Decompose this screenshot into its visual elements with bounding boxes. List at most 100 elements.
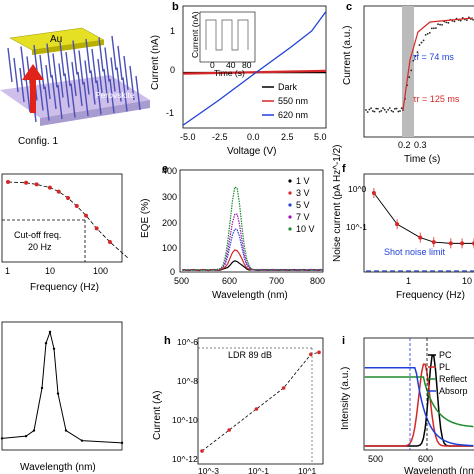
panel-e: e 400 300 200 100 0 EQE (%) 500 600 700 … xyxy=(140,163,325,301)
h-point xyxy=(317,350,321,355)
inset-frame-b xyxy=(199,11,256,63)
d-point xyxy=(24,180,29,185)
c-point-base xyxy=(387,108,389,111)
nanowire xyxy=(117,45,123,81)
xtick-h-0: 10^-3 xyxy=(198,466,219,474)
c-point-base xyxy=(400,107,403,110)
c-point-base xyxy=(370,107,372,110)
nanowire xyxy=(123,55,129,91)
xtick-e-1: 600 xyxy=(222,276,237,286)
c-point-rise xyxy=(435,27,437,29)
nanowire xyxy=(90,70,96,105)
nanowire xyxy=(25,77,31,113)
c-point-rise xyxy=(430,27,433,30)
ylabel-b: Current (nA) xyxy=(150,35,161,90)
c-point-rise xyxy=(428,31,431,34)
xtick-f-0: 1 xyxy=(406,276,411,286)
panel-label-i: i xyxy=(342,335,345,347)
ytick-h-2: 10^-10 xyxy=(172,415,198,425)
xlabel-g: Wavelength (nm) xyxy=(20,462,96,473)
xtick-f-1: 10 xyxy=(462,276,472,286)
f-point xyxy=(395,222,400,227)
panel-label-h: h xyxy=(164,335,171,347)
xtick-h-1: 10^-1 xyxy=(248,466,269,474)
ytick-f-0: 10^0 xyxy=(348,184,366,194)
h-point xyxy=(200,449,204,453)
ylabel-c: Current (a.u.) xyxy=(342,26,353,85)
xlabel-e: Wavelength (nm) xyxy=(212,290,288,301)
e-series-1 xyxy=(182,249,324,272)
tau-fall-label: τf = 74 ms xyxy=(413,52,454,62)
c-point-base xyxy=(394,107,396,110)
nanowire xyxy=(83,81,89,117)
nanowire xyxy=(97,58,103,94)
h-fit-line xyxy=(201,351,320,452)
c-point-rise xyxy=(408,76,411,79)
c-point-rise xyxy=(424,34,427,36)
c-point-base xyxy=(397,110,400,113)
d-point xyxy=(56,189,61,194)
panel-label-b: b xyxy=(172,1,179,13)
d-point xyxy=(74,204,79,208)
h-point xyxy=(281,386,286,390)
c-point-base xyxy=(375,107,378,110)
nanowire xyxy=(110,57,116,92)
e-legend-label-3: 7 V xyxy=(296,212,310,222)
e-legend-label-2: 5 V xyxy=(296,200,310,210)
c-point-rise xyxy=(414,55,417,58)
c-point-rise xyxy=(445,21,448,24)
nanowire xyxy=(57,84,63,120)
xtick-b-0: -5.0 xyxy=(180,132,196,142)
ylabel-i: Intensity (a.u.) xyxy=(340,367,351,430)
config-caption: Config. 1 xyxy=(18,136,58,147)
xtick-c-1: 0.3 xyxy=(414,140,427,150)
panel-f: f 10^0 10^-1 Noise current (pA Hz^-1/2) … xyxy=(332,144,474,301)
xtick-h-2: 10^1 xyxy=(298,466,316,474)
ytick-b-1: 0 xyxy=(170,65,175,75)
c-point-rise xyxy=(447,21,450,24)
c-point-base xyxy=(365,109,367,111)
panel-b: b 0 40 80 Time (s) Current (nA) Dark 550… xyxy=(150,1,327,157)
c-point-base xyxy=(395,107,398,110)
ldr-label: LDR 89 dB xyxy=(228,350,272,360)
legend-label-dark: Dark xyxy=(278,82,298,92)
axes-frame-g xyxy=(1,321,123,451)
xtick-b-4: 5.0 xyxy=(314,132,327,142)
nanowire xyxy=(78,50,84,85)
xtick-b-2: 0.0 xyxy=(247,132,260,142)
f-line xyxy=(373,192,474,244)
c-point-base xyxy=(385,111,388,113)
nanowire xyxy=(122,77,128,112)
nanowire xyxy=(85,38,91,74)
panel-h: h LDR 89 dB 10^-6 10^-8 10^-10 10^-12 Cu… xyxy=(152,335,324,474)
nanowire xyxy=(70,83,76,118)
xtick-e-3: 800 xyxy=(310,276,325,286)
i-legend-label-1: PL xyxy=(439,362,450,372)
i-series-0 xyxy=(364,355,474,447)
nanowire xyxy=(135,75,141,111)
panel-i: i Intensity (a.u.) PC PL Reflect Absorp 500… xyxy=(340,335,474,474)
h-point xyxy=(227,428,232,432)
axes-frame-i xyxy=(363,337,474,451)
nanowire xyxy=(109,78,115,114)
xlabel-i: Wavelength (nm) xyxy=(404,466,474,474)
nanowire xyxy=(84,60,90,95)
e-legend-label-0: 1 V xyxy=(296,176,310,186)
au-label: Au xyxy=(50,34,62,45)
nanowire xyxy=(116,67,122,102)
axes-frame-f xyxy=(363,173,474,273)
panel-c: c Current (a.u.) τf = 74 ms τr = 125 ms … xyxy=(342,1,474,165)
inset-xtick-0: 0 xyxy=(210,60,215,70)
inset-xtick-1: 40 xyxy=(226,60,236,70)
legend-label-550: 550 nm xyxy=(278,96,308,106)
c-point-rise xyxy=(420,41,423,44)
ytick-b-2: 1 xyxy=(170,26,175,36)
nanowire xyxy=(96,80,102,115)
xtick-c-0: 0.2 xyxy=(398,140,411,150)
xlabel-f: Frequency (Hz) xyxy=(396,290,465,301)
shot-noise-label: Shot noise limit xyxy=(384,247,446,257)
f-point xyxy=(418,235,423,240)
inset-ylabel: Current (nA) xyxy=(190,11,200,58)
ytick-b-0: -1 xyxy=(166,108,174,118)
ytick-h-0: 10^-6 xyxy=(177,337,198,347)
